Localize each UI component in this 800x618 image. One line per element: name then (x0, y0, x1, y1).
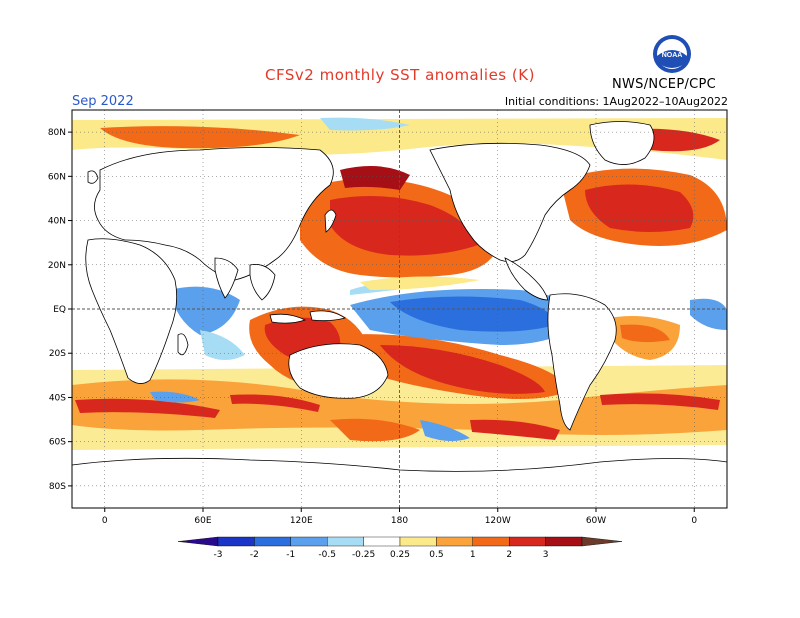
latitude-labels: 80N 60N 40N 20N EQ 20S 40S 60S 80S (48, 128, 72, 492)
continents (72, 121, 727, 508)
lon-label: 0 (102, 516, 108, 526)
noaa-logo-icon: NOAA (653, 35, 691, 73)
colorbar-label: 1 (470, 550, 476, 560)
lat-label: 60N (48, 172, 66, 182)
lat-label: 40S (49, 393, 66, 403)
graticule (72, 110, 727, 508)
colorbar: -3 -2 -1 -0.5 -0.25 0.25 0.5 1 2 3 (177, 536, 623, 560)
lat-label: 20S (49, 349, 66, 359)
colorbar-swatch (254, 536, 291, 547)
colorbar-swatch (290, 536, 328, 547)
lon-label: 0 (691, 516, 697, 526)
colorbar-swatch (217, 536, 255, 547)
lat-label: 60S (49, 438, 66, 448)
colorbar-max-arrow (581, 536, 623, 547)
colorbar-label: -3 (214, 550, 223, 560)
colorbar-swatch (363, 536, 401, 547)
colorbar-swatch (509, 536, 546, 547)
lon-label: 180 (391, 516, 408, 526)
lat-label: 20N (48, 261, 66, 271)
forecast-month: Sep 2022 (72, 94, 134, 109)
colorbar-min-arrow (177, 536, 219, 547)
colorbar-swatch (545, 536, 583, 547)
colorbar-label: 3 (543, 550, 549, 560)
chart-title: CFSv2 monthly SST anomalies (K) (265, 66, 535, 84)
colorbar-swatch (436, 536, 473, 547)
lat-label: EQ (53, 305, 66, 315)
colorbar-label: 0.25 (390, 550, 410, 560)
lon-label: 120W (485, 516, 511, 526)
lon-label: 60W (586, 516, 606, 526)
longitude-labels: 0 60E 120E 180 120W 60W 0 (102, 508, 697, 526)
agency-label: NWS/NCEP/CPC (612, 77, 717, 92)
colorbar-label: -1 (286, 550, 295, 560)
lat-label: 80S (49, 482, 66, 492)
colorbar-label: 0.5 (429, 550, 443, 560)
initial-conditions: Initial conditions: 1Aug2022–10Aug2022 (504, 95, 728, 108)
lon-label: 60E (194, 516, 211, 526)
colorbar-label: -2 (250, 550, 259, 560)
lat-label: 80N (48, 128, 66, 138)
svg-text:NOAA: NOAA (662, 52, 683, 59)
lon-label: 120E (290, 516, 313, 526)
colorbar-swatch (399, 536, 437, 547)
colorbar-swatch (472, 536, 510, 547)
colorbar-label: 2 (506, 550, 512, 560)
colorbar-label: -0.25 (352, 550, 375, 560)
lat-label: 40N (48, 217, 66, 227)
colorbar-label: -0.5 (318, 550, 336, 560)
colorbar-swatch (327, 536, 364, 547)
